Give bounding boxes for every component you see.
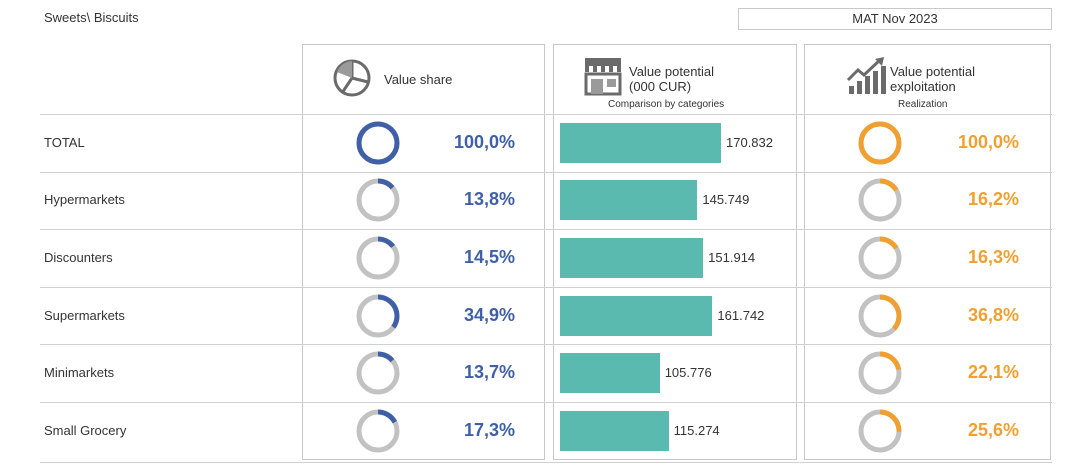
exploitation-value: 36,8% xyxy=(967,304,1019,325)
exploitation-ring-arc xyxy=(858,236,902,280)
breadcrumb: Sweets\ Biscuits xyxy=(44,10,139,25)
potential-value: 145.749 xyxy=(702,192,750,208)
row-divider xyxy=(40,402,1052,403)
share-ring xyxy=(356,294,400,338)
potential-value: 161.742 xyxy=(717,307,765,323)
potential-bar xyxy=(560,122,721,163)
potential-bar xyxy=(560,180,698,221)
share-value: 14,5% xyxy=(463,247,515,267)
exploitation-panel xyxy=(804,44,1051,460)
share-ring-arc xyxy=(356,351,400,395)
exploitation-subtitle: Realization xyxy=(898,99,948,110)
share-ring xyxy=(356,409,400,453)
share-ring-arc xyxy=(356,409,400,453)
exploitation-value: 100,0% xyxy=(957,131,1019,152)
value-potential-title: Value potential (000 CUR) xyxy=(629,64,714,94)
row-label: Supermarkets xyxy=(44,307,125,323)
share-value: 17,3% xyxy=(463,419,515,440)
bottom-divider xyxy=(40,462,1052,463)
potential-bar xyxy=(560,295,713,336)
exploitation-ring-arc xyxy=(858,178,902,222)
potential-value: 115.274 xyxy=(673,422,720,438)
share-ring xyxy=(356,351,400,395)
value-share-panel xyxy=(302,44,545,460)
row-label: Small Grocery xyxy=(44,422,127,438)
potential-bar xyxy=(560,353,660,394)
share-value: 13,8% xyxy=(463,189,515,210)
exploitation-ring xyxy=(858,121,902,165)
share-value: 100,0% xyxy=(453,131,515,152)
exploitation-ring-arc xyxy=(858,409,902,453)
row-divider xyxy=(40,229,1052,231)
row-divider xyxy=(40,171,1052,173)
exploitation-value: 22,1% xyxy=(967,362,1019,383)
row-divider xyxy=(40,114,1052,115)
row-divider xyxy=(40,344,1052,346)
exploitation-value: 16,2% xyxy=(967,189,1019,210)
share-ring-arc xyxy=(356,178,400,222)
share-ring-arc xyxy=(356,294,400,338)
exploitation-title-line2: exploitation xyxy=(890,79,956,94)
exploitation-title-line1: Value potential xyxy=(890,64,976,79)
value-potential-title-line2: (000 CUR) xyxy=(629,79,692,94)
potential-value: 151.914 xyxy=(708,250,756,265)
period-label: MAT Nov 2023 xyxy=(738,8,1052,30)
share-value: 13,7% xyxy=(463,362,515,383)
pie-chart-icon xyxy=(333,59,371,97)
value-potential-subtitle: Comparison by categories xyxy=(608,99,725,110)
potential-bar xyxy=(560,238,704,278)
potential-value: 170.832 xyxy=(726,134,773,150)
potential-bar xyxy=(560,410,669,451)
exploitation-value: 16,3% xyxy=(967,247,1019,267)
exploitation-ring-arc xyxy=(858,351,902,395)
exploitation-ring xyxy=(858,294,902,338)
row-label: TOTAL xyxy=(44,134,85,150)
exploitation-ring-arc xyxy=(858,121,902,165)
share-ring xyxy=(356,121,400,165)
exploitation-ring-arc xyxy=(858,294,902,338)
value-potential-title-line1: Value potential xyxy=(629,64,715,79)
value-potential-panel xyxy=(553,44,797,460)
share-ring xyxy=(356,236,400,280)
exploitation-title: Value potential exploitation xyxy=(890,64,975,94)
exploitation-ring xyxy=(858,178,902,222)
exploitation-ring xyxy=(858,351,902,395)
share-ring-arc xyxy=(356,236,400,280)
exploitation-ring xyxy=(858,409,902,453)
potential-value: 105.776 xyxy=(664,365,712,381)
row-divider xyxy=(40,286,1052,288)
growth-chart-icon xyxy=(846,57,886,94)
share-value: 34,9% xyxy=(463,304,515,325)
exploitation-value: 25,6% xyxy=(967,419,1019,440)
row-label: Minimarkets xyxy=(44,365,115,381)
exploitation-ring xyxy=(858,236,902,280)
store-icon xyxy=(584,58,622,96)
row-label: Discounters xyxy=(44,250,113,265)
share-ring-arc xyxy=(356,121,400,165)
row-label: Hypermarkets xyxy=(44,192,125,208)
value-share-title: Value share xyxy=(384,72,453,87)
share-ring xyxy=(356,178,400,222)
